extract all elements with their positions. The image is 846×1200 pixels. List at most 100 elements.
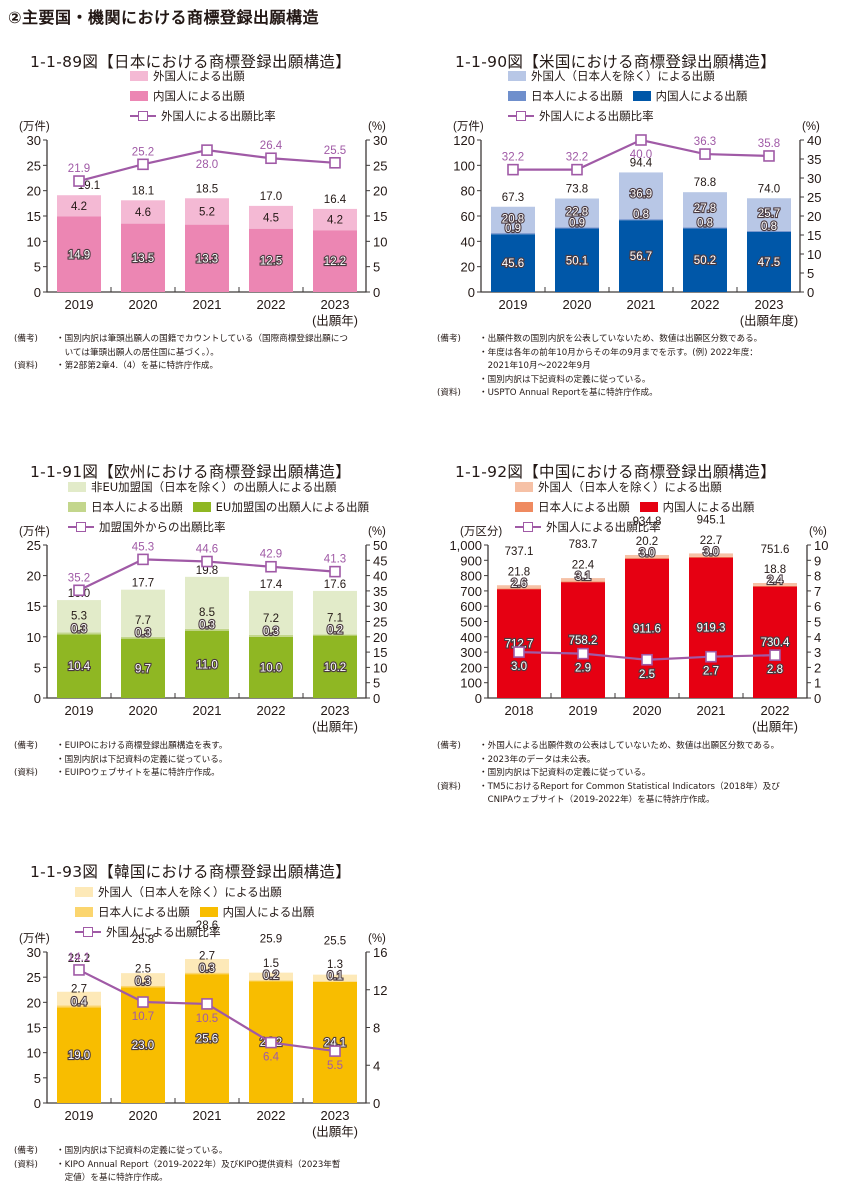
y-tick-label-left: 10 <box>27 630 41 645</box>
bar-segment <box>121 638 165 698</box>
y-tick-label-right: 25 <box>373 615 387 630</box>
ratio-value-label: 28.0 <box>196 159 218 171</box>
note-text: ・USPTO Annual Reportを基に特許庁作成。 <box>479 388 658 398</box>
y-tick-label-left: 300 <box>460 645 482 660</box>
y-tick-label-right: 2 <box>814 660 821 675</box>
note-label <box>437 767 479 781</box>
note-text: 2021年10月～2022年9月 <box>479 361 591 371</box>
bar-segment <box>555 228 599 292</box>
ratio-line <box>78 558 336 592</box>
segment-value-label: 2.5 <box>135 964 151 976</box>
legend-label: 外国人による出願 <box>153 69 245 83</box>
y-tick-label-right: 40 <box>807 133 821 148</box>
y-tick-label-left: 20 <box>27 569 41 584</box>
note-text: ・KIPO Annual Report（2019-2022年）及びKIPO提供資… <box>56 1159 341 1170</box>
y-tick-label-left: 100 <box>460 676 482 691</box>
figure-title: 1-1-93図【韓国における商標登録出願構造】 <box>30 863 352 881</box>
y-tick-label-right: 12 <box>373 983 387 998</box>
ratio-value-label: 2.7 <box>703 666 719 678</box>
x-tick-label: 2023 <box>321 1108 350 1123</box>
ratio-marker <box>201 555 213 568</box>
ratio-marker <box>705 650 717 663</box>
x-tick-label: 2019 <box>65 703 94 718</box>
y-tick-label-left: 100 <box>453 158 475 173</box>
note-text: ・国別内訳は下記資料の定義に従っている。 <box>479 374 651 385</box>
y-tick-label-right: 15 <box>807 228 821 243</box>
legend-swatch <box>192 502 211 512</box>
note-row: ・2023年のデータは未公表。 <box>437 754 780 768</box>
segment-value-label: 4.2 <box>71 201 87 213</box>
bar-segment <box>497 588 541 590</box>
x-tick-label: 2021 <box>697 703 726 718</box>
segment-value-label: 2.7 <box>199 951 215 963</box>
bar-segment <box>185 224 229 292</box>
axes-frame <box>480 140 801 293</box>
note-text: ・外国人による出願件数の公表はしていないため、数値は出願区分数である。 <box>479 741 780 751</box>
figure-title: 1-1-89図【日本における商標登録出願構造】 <box>30 53 352 71</box>
note-label: (資料) <box>14 1159 38 1170</box>
segment-value-label: 0.9 <box>505 223 521 235</box>
segment-value-label: 0.8 <box>697 217 713 229</box>
figure-notes: (備考) ・EUIPOにおける商標登録出願構造を表す。 ・国別内訳は下記資料の定義に… <box>14 740 227 781</box>
y-tick-label-left: 80 <box>461 184 475 199</box>
y-tick-label-left: 400 <box>460 630 482 645</box>
ratio-value-label: 21.9 <box>68 163 90 175</box>
segment-value-label: 4.5 <box>263 212 279 224</box>
bar-segment <box>625 558 669 698</box>
bar-total-label: 751.6 <box>761 544 790 556</box>
note-row: 2021年10月～2022年9月 <box>437 360 762 374</box>
bar-segment <box>619 219 663 221</box>
note-row: ・国別内訳は下記資料の定義に従っている。 <box>14 754 227 768</box>
ratio-value-label: 45.3 <box>132 541 154 553</box>
segment-value-label: 10.4 <box>68 661 91 673</box>
segment-value-label: 45.6 <box>502 258 524 270</box>
y-tick-label-left: 30 <box>27 133 41 148</box>
ratio-value-label: 5.5 <box>327 1060 343 1072</box>
legend-label: 外国人による出願比率 <box>546 520 661 534</box>
segment-value-label: 3.0 <box>703 546 719 558</box>
figure-notes: (備考) ・出願件数の国別内訳を公表していないため、数値は出願区分数である。 ・年度… <box>437 333 762 401</box>
y-axis-right-unit: (%) <box>368 933 386 945</box>
ratio-marker <box>265 152 277 165</box>
note-label: (備考) <box>14 1146 38 1156</box>
bar-segment <box>313 974 357 982</box>
legend-swatch <box>515 482 533 492</box>
y-tick-label-right: 5 <box>807 266 814 281</box>
note-row: CNIPAウェブサイト（2019-2022年）を基に特許庁作成。 <box>437 794 780 808</box>
segment-value-label: 50.1 <box>566 255 588 267</box>
y-tick-label-right: 30 <box>373 133 387 148</box>
legend-swatch <box>639 502 658 512</box>
y-tick-label-right: 20 <box>373 630 387 645</box>
y-tick-label-right: 30 <box>807 171 821 186</box>
note-text: ・国別内訳は下記資料の定義に従っている。 <box>56 1146 228 1156</box>
legend-row: 内国人による出願 <box>130 88 245 104</box>
segment-value-label: 7.7 <box>135 615 151 627</box>
y-tick-label-right: 10 <box>373 234 387 249</box>
legend-row: 外国人による出願 <box>130 68 245 84</box>
x-tick-label: 2023 <box>755 297 784 312</box>
y-tick-label-left: 120 <box>453 133 475 148</box>
legend-swatch <box>68 482 86 492</box>
legend-swatch <box>75 907 93 917</box>
ratio-marker <box>73 175 85 187</box>
bar-segment <box>683 192 727 228</box>
bar-total-label: 19.8 <box>196 565 218 577</box>
ratio-marker <box>507 163 519 176</box>
y-tick-label-right: 5 <box>373 260 380 275</box>
y-tick-label-left: 20 <box>461 260 475 275</box>
y-tick-label-left: 0 <box>34 285 41 300</box>
y-tick-label-left: 10 <box>27 1046 41 1061</box>
segment-value-label: 13.5 <box>132 253 154 265</box>
legend-label: 非EU加盟国（日本を除く）の出願人による出願 <box>91 480 337 494</box>
bar-segment <box>561 578 605 582</box>
legend-row: 外国人（日本人を除く）による出願 <box>75 884 282 900</box>
bar-segment <box>249 205 293 229</box>
note-label: (備考) <box>437 334 461 344</box>
segment-value-label: 18.8 <box>764 564 786 576</box>
segment-value-label: 919.3 <box>697 623 726 635</box>
axes-frame <box>46 545 367 699</box>
axes-frame <box>487 545 808 699</box>
note-label <box>14 347 56 361</box>
segment-value-label: 0.3 <box>263 626 279 638</box>
